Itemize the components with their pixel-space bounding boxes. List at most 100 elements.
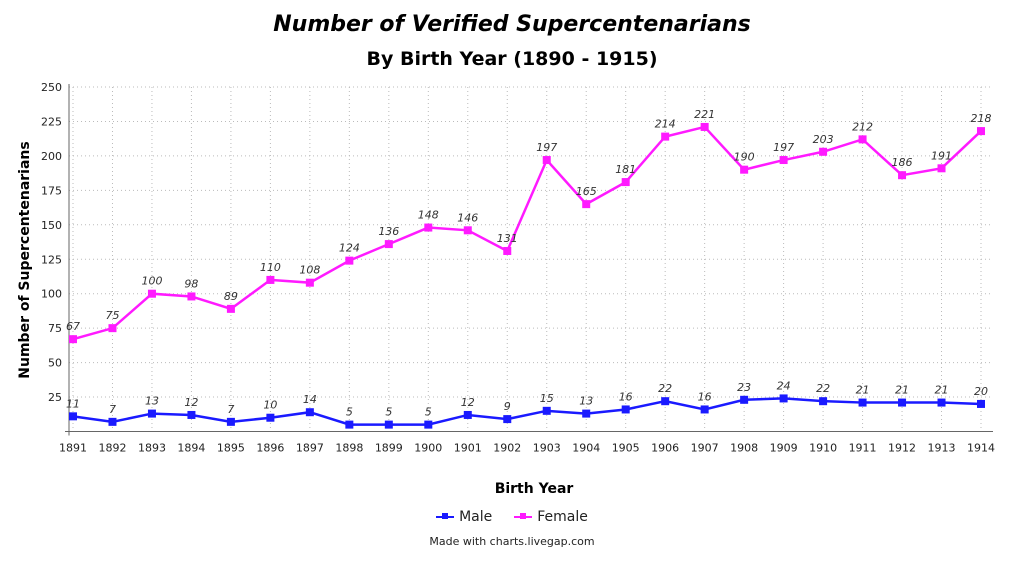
male-data-point [977, 399, 985, 408]
female-data-label: 100 [141, 275, 162, 288]
male-data-label: 7 [227, 403, 234, 416]
female-data-point [542, 156, 551, 165]
y-tick-label: 100 [41, 288, 62, 301]
male-data-point [305, 408, 314, 417]
female-data-label: 190 [734, 151, 755, 164]
legend: Male Female [0, 509, 1024, 525]
female-data-label: 197 [536, 141, 557, 154]
male-data-point [582, 409, 591, 418]
female-data-point [266, 275, 275, 284]
female-data-label: 212 [852, 120, 873, 133]
x-tick-label: 1898 [335, 442, 363, 455]
y-tick-label: 200 [41, 150, 62, 163]
female-data-point [661, 132, 670, 141]
male-data-label: 13 [145, 395, 159, 408]
female-data-point [108, 324, 117, 333]
female-data-point [463, 226, 472, 235]
male-data-point [187, 410, 196, 419]
male-data-label: 13 [579, 395, 593, 408]
y-tick-label: 50 [48, 357, 62, 370]
female-data-label: 124 [339, 242, 360, 255]
male-data-label: 22 [816, 382, 830, 395]
male-data-label: 12 [461, 396, 475, 409]
y-tick-label: 225 [41, 115, 62, 128]
x-tick-label: 1908 [730, 442, 758, 455]
x-tick-label: 1896 [256, 442, 284, 455]
y-axis-label: Number of Supercentenarians [17, 141, 33, 378]
female-data-label: 221 [694, 108, 715, 121]
female-data-point [740, 165, 749, 174]
male-data-point [621, 405, 630, 414]
male-data-label: 21 [935, 384, 949, 397]
female-data-label: 214 [655, 118, 676, 131]
male-data-label: 16 [619, 390, 633, 403]
x-tick-label: 1891 [59, 442, 87, 455]
x-tick-label: 1906 [651, 442, 679, 455]
male-data-point [147, 409, 156, 418]
male-data-point [69, 412, 77, 421]
chart-subtitle: By Birth Year (1890 - 1915) [366, 48, 658, 70]
male-data-point [700, 405, 709, 414]
male-data-label: 9 [504, 400, 511, 413]
x-tick-label: 1902 [493, 442, 521, 455]
male-data-label: 5 [346, 406, 353, 419]
male-data-point [266, 413, 275, 422]
x-tick-label: 1909 [770, 442, 798, 455]
male-data-label: 5 [385, 406, 392, 419]
female-data-point [305, 278, 314, 287]
male-data-point [779, 394, 788, 403]
x-tick-label: 1895 [217, 442, 245, 455]
male-data-label: 14 [303, 393, 317, 406]
male-data-label: 21 [895, 384, 909, 397]
female-data-label: 110 [260, 261, 281, 274]
x-tick-label: 1905 [612, 442, 640, 455]
chart-title: Number of Verified Supercentenarians [273, 12, 751, 37]
female-data-point [977, 127, 985, 136]
male-data-point [424, 420, 433, 429]
male-data-point [384, 420, 393, 429]
legend-item-male[interactable]: Male [436, 509, 492, 525]
x-tick-label: 1897 [296, 442, 324, 455]
male-data-label: 21 [856, 384, 870, 397]
x-tick-label: 1914 [967, 442, 995, 455]
female-data-label: 186 [892, 156, 913, 169]
female-data-label: 108 [299, 264, 320, 277]
x-axis-label: Birth Year [495, 481, 574, 497]
female-data-point [858, 135, 867, 144]
credit-text: Made with charts.livegap.com [429, 535, 595, 548]
male-data-label: 16 [698, 390, 712, 403]
male-data-label: 24 [777, 379, 791, 392]
legend-item-female[interactable]: Female [514, 509, 588, 525]
x-tick-label: 1901 [454, 442, 482, 455]
male-data-label: 5 [425, 406, 432, 419]
x-tick-label: 1893 [138, 442, 166, 455]
male-data-label: 12 [184, 396, 198, 409]
female-data-point [384, 240, 393, 249]
female-legend-swatch-icon [514, 513, 533, 519]
female-data-label: 165 [576, 185, 597, 198]
female-data-label: 89 [224, 290, 238, 303]
female-data-label: 67 [66, 320, 80, 333]
x-tick-label: 1894 [177, 442, 205, 455]
y-tick-label: 175 [41, 184, 62, 197]
x-tick-label: 1903 [533, 442, 561, 455]
female-data-label: 75 [105, 309, 119, 322]
male-data-label: 10 [263, 399, 277, 412]
male-data-label: 22 [658, 382, 672, 395]
male-data-point [463, 410, 472, 419]
male-data-point [898, 398, 907, 407]
male-series-line [72, 397, 982, 426]
male-legend-swatch-icon [436, 513, 455, 519]
x-tick-label: 1892 [98, 442, 126, 455]
female-data-point [937, 164, 946, 173]
y-tick-label: 75 [48, 322, 62, 335]
female-data-point [345, 256, 354, 265]
male-data-label: 15 [540, 392, 554, 405]
x-tick-label: 1907 [691, 442, 719, 455]
x-tick-label: 1913 [928, 442, 956, 455]
male-data-point [226, 417, 235, 426]
male-data-label: 7 [109, 403, 116, 416]
female-data-point [700, 122, 709, 131]
male-data-point [819, 397, 828, 406]
